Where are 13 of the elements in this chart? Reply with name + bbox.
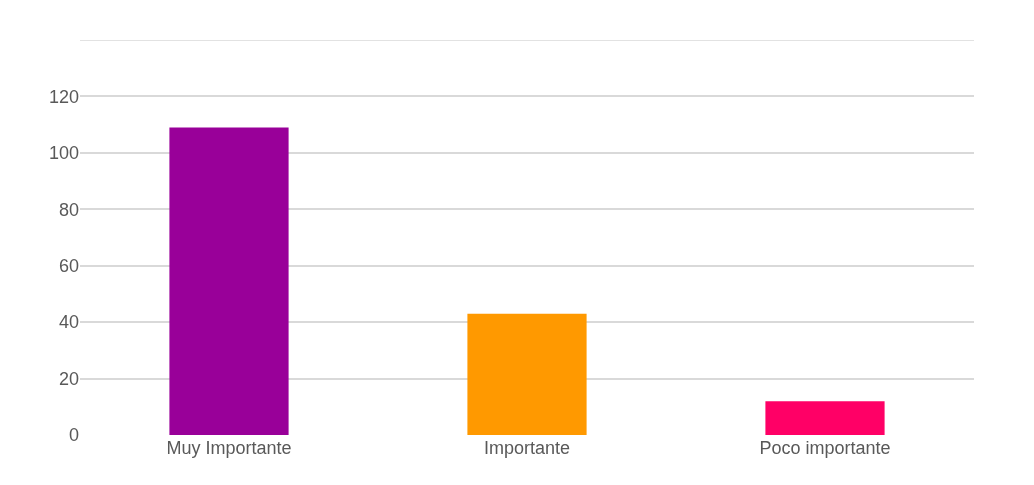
bar	[467, 313, 587, 435]
y-tick-label: 120	[48, 86, 79, 107]
y-tick-label: 100	[48, 143, 79, 164]
y-tick-label: 80	[58, 199, 79, 220]
y-tick-label: 40	[58, 312, 79, 333]
x-tick-label: Poco importante	[759, 438, 891, 458]
x-tick-label: Muy Importante	[166, 438, 292, 458]
bar	[169, 127, 289, 435]
y-tick-label: 60	[58, 256, 79, 277]
y-tick-label: 20	[58, 368, 79, 389]
bar	[765, 401, 885, 435]
x-tick-label: Importante	[483, 438, 571, 458]
y-tick-label: 0	[68, 425, 79, 446]
